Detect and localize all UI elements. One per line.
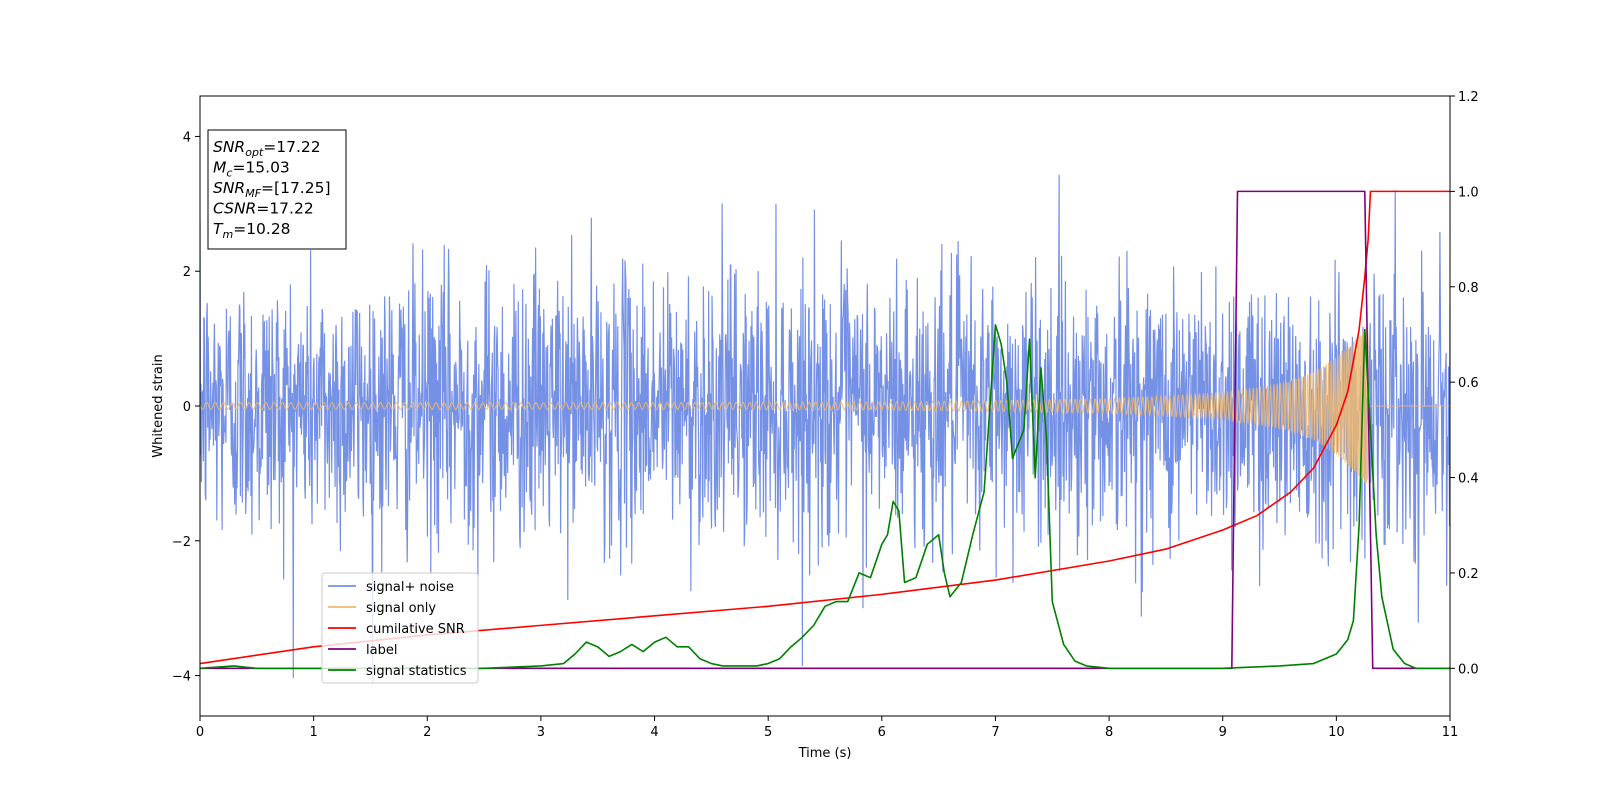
legend-label: signal statistics	[366, 664, 467, 679]
legend-label: cumilative SNR	[366, 622, 465, 637]
y2-tick-label: 1.2	[1458, 90, 1479, 105]
annotation-line: Tm=10.28	[213, 220, 291, 241]
legend-label: signal+ noise	[366, 580, 454, 595]
plot-area	[200, 174, 1450, 684]
y2-tick-label: 0.8	[1458, 281, 1479, 296]
x-axis-label: Time (s)	[798, 746, 852, 761]
series-label-line	[200, 190, 1450, 670]
legend-label: signal only	[366, 601, 436, 616]
x-tick-label: 0	[196, 725, 204, 740]
legend-frame	[321, 572, 479, 684]
series-signal-statistics-line	[200, 324, 1450, 670]
y-tick-label: 2	[183, 265, 191, 280]
y2-tick-label: 0.4	[1458, 472, 1479, 487]
annotation-line: Mc=15.03	[213, 159, 290, 180]
series-signal-only	[200, 326, 1450, 483]
legend-label: label	[366, 643, 397, 658]
legend: signal+ noise signal only cumilative SNR la…	[321, 572, 479, 684]
y-tick-label: 4	[183, 130, 191, 145]
y-tick-label: 0	[183, 400, 191, 415]
x-tick-label: 9	[1219, 725, 1227, 740]
x-tick-label: 10	[1328, 725, 1345, 740]
y-tick-label: −4	[172, 670, 191, 685]
y-axis-label: Whitened strain	[151, 354, 166, 457]
series-signal-noise	[200, 174, 1450, 684]
annotation-box: SNRopt=17.22Mc=15.03SNRMF=[17.25]CSNR=17…	[207, 129, 347, 250]
y2-tick-label: 0.0	[1458, 662, 1479, 677]
annotation-frame	[207, 129, 347, 250]
x-tick-label: 6	[878, 725, 886, 740]
x-tick-label: 11	[1442, 725, 1459, 740]
series-lines	[200, 190, 1450, 670]
x-tick-label: 1	[309, 725, 317, 740]
x-tick-label: 2	[423, 725, 431, 740]
signal-only-line	[200, 326, 1450, 483]
x-tick-label: 5	[764, 725, 772, 740]
annotation-line: CSNR=17.22	[213, 200, 314, 218]
x-tick-label: 7	[991, 725, 999, 740]
annotation-line: SNRMF=[17.25]	[213, 179, 331, 200]
series-cumilative-snr-line	[200, 190, 1450, 665]
annotation-line: SNRopt=17.22	[213, 138, 321, 159]
y2-tick-label: 0.2	[1458, 567, 1479, 582]
signal-noise-line	[200, 174, 1450, 684]
x-tick-label: 4	[650, 725, 658, 740]
y-tick-label: −2	[172, 535, 191, 550]
x-axis: 0 1 2 3 4 5 6 7 8 9 10 11	[196, 716, 1458, 740]
x-tick-label: 3	[537, 725, 545, 740]
y2-tick-label: 1.0	[1458, 185, 1479, 200]
y-axis-right: 0.0 0.2 0.4 0.6 0.8 1.0 1.2	[1450, 90, 1479, 677]
y2-tick-label: 0.6	[1458, 376, 1479, 391]
x-tick-label: 8	[1105, 725, 1113, 740]
y-axis-left: −4 −2 0 2 4	[172, 130, 200, 685]
